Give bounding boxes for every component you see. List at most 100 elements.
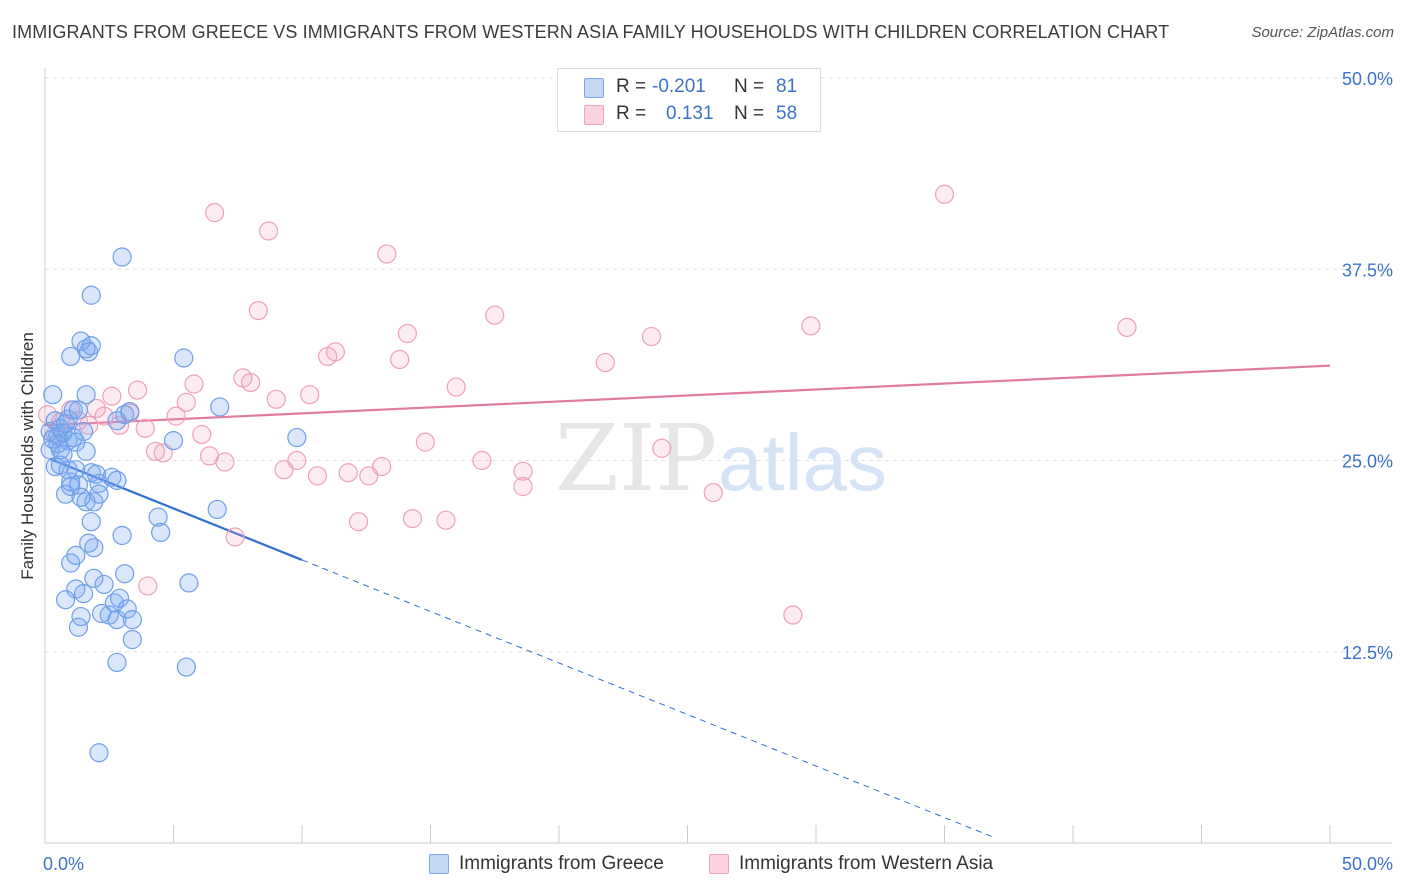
trend-lines [44,364,1331,839]
point-western-asia [402,509,423,529]
point-greece [61,472,81,492]
point-greece [76,385,96,405]
point-greece [94,574,114,595]
y-tick-label: 25.0% [1342,452,1393,472]
point-greece [107,652,127,673]
legend-swatch-greece [429,854,449,874]
point-western-asia [135,418,155,438]
point-greece [68,475,89,495]
point-western-asia [166,406,186,426]
point-greece [73,584,94,604]
point-greece [163,431,184,451]
point-greece [48,434,68,454]
legend-n-label: N = [734,103,765,124]
point-western-asia [287,450,307,471]
trend-line-western-asia [44,364,1331,427]
legend-swatch-western-asia [584,105,604,125]
point-western-asia [934,184,955,204]
point-greece [79,533,99,553]
point-western-asia [338,463,358,483]
legend-label-greece: Immigrants from Greece [459,853,664,874]
legend-r-value: -0.201 [652,76,706,97]
point-greece [66,545,86,565]
point-greece [76,339,96,359]
point-greece [43,385,63,405]
y-tick-label: 37.5% [1342,260,1393,280]
data-points [37,184,1137,763]
y-tick-label: 50.0% [1342,69,1393,89]
point-greece [68,400,89,420]
axes [44,68,1392,844]
point-western-asia [348,512,369,532]
legend-item-western-asia: Immigrants from Western Asia [709,852,1029,876]
point-greece [117,599,137,619]
point-greece [176,657,196,677]
point-western-asia [184,374,204,394]
point-western-asia [485,305,505,325]
point-greece [112,247,132,267]
point-greece [179,573,199,593]
point-greece [287,427,307,448]
trend-line-greece [49,457,303,561]
legend-n-value: 58 [776,103,798,124]
point-western-asia [307,466,328,486]
point-greece [55,590,76,610]
point-western-asia [372,457,392,477]
point-western-asia [176,392,196,412]
point-greece [207,499,227,520]
point-greece [109,588,130,608]
legend-swatch-greece [584,78,604,98]
point-western-asia [258,221,279,241]
y-tick-labels: 12.5% 25.0% 37.5% 50.0% [1342,69,1393,663]
point-western-asia [446,377,466,397]
point-western-asia [415,432,435,452]
point-western-asia [436,510,456,530]
point-greece [73,421,94,442]
point-greece [58,460,78,480]
point-western-asia [595,352,615,373]
point-western-asia [192,424,212,445]
point-greece [115,405,135,425]
point-greece [84,568,104,588]
source-label: Source: ZipAtlas.com [1251,24,1394,41]
point-greece [63,400,83,420]
grid-lines [45,77,1392,653]
point-greece [61,346,81,367]
point-greece [122,610,142,630]
x-tick-label: 50.0% [1342,854,1393,874]
correlation-legend: R = -0.201 N = 81 R = 0.131 N = 58 [557,68,821,132]
legend-r-label: R = [616,103,647,124]
point-western-asia [513,476,533,497]
legend-n-label: N = [734,76,765,97]
point-western-asia [248,300,268,321]
point-greece [107,411,127,431]
point-western-asia [205,203,225,223]
point-greece [174,348,194,368]
point-western-asia [266,389,286,409]
point-western-asia [102,386,122,406]
point-western-asia [241,372,261,393]
point-greece [86,464,107,484]
point-western-asia [138,576,158,596]
point-western-asia [127,380,148,400]
trend-line-greece-extension [301,559,997,839]
point-greece [68,617,89,637]
point-western-asia [783,605,803,625]
point-western-asia [1117,317,1137,337]
point-western-asia [472,450,492,471]
watermark: ZIP atlas [555,405,887,512]
y-tick-label: 12.5% [1342,643,1393,663]
point-western-asia [145,441,166,461]
point-western-asia [397,323,417,344]
point-greece [151,522,171,543]
legend-n-value: 81 [776,76,798,97]
point-greece [71,487,91,507]
point-western-asia [390,349,410,370]
point-western-asia [215,452,235,472]
legend-swatch-western-asia [709,854,729,874]
point-western-asia [325,342,346,362]
legend-r-value: 0.131 [666,103,714,124]
legend-label-western-asia: Immigrants from Western Asia [739,853,994,874]
point-greece [115,564,135,584]
chart-title: IMMIGRANTS FROM GREECE VS IMMIGRANTS FRO… [12,22,1170,42]
